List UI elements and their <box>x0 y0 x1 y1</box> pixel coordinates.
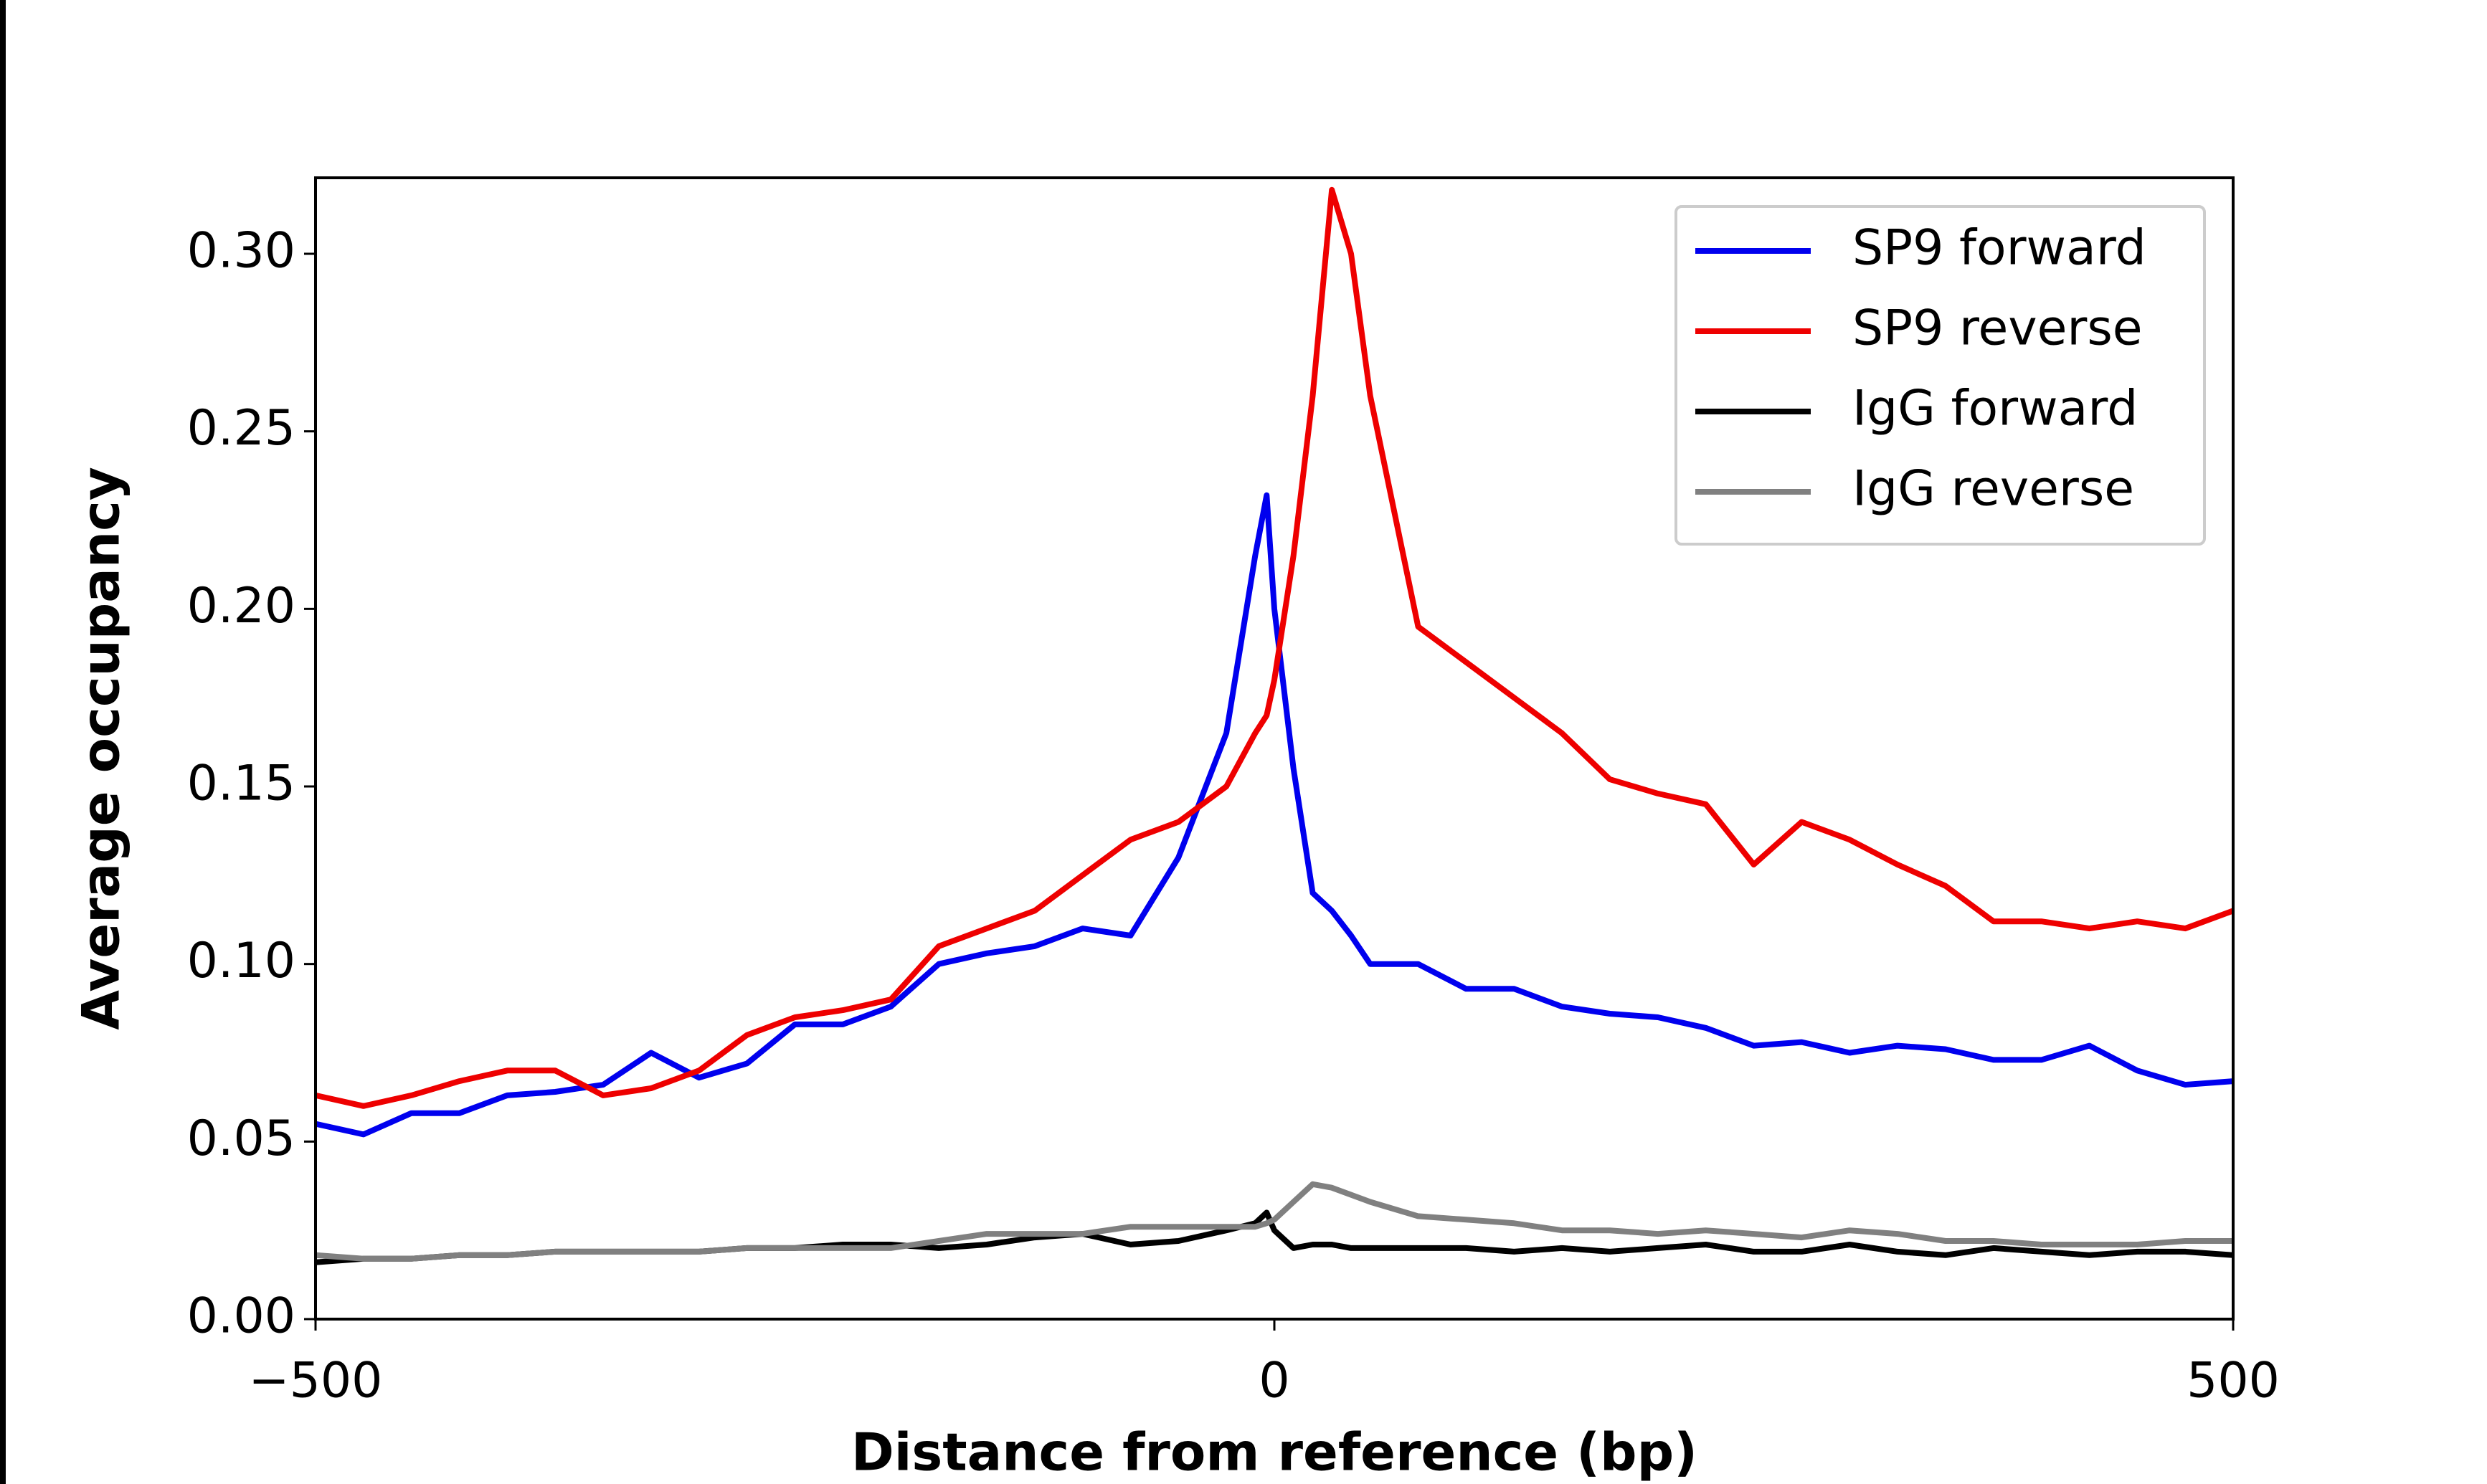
legend-label: IgG forward <box>1852 381 2138 437</box>
x-axis-label: Distance from reference (bp) <box>851 1422 1697 1483</box>
y-tick-label: 0.15 <box>187 756 295 812</box>
x-tick-label: 0 <box>1259 1353 1289 1409</box>
series-line <box>315 186 2235 1109</box>
edge <box>0 0 6 1484</box>
y-tick-label: 0.10 <box>187 933 295 989</box>
y-tick-label: 0.05 <box>187 1110 295 1167</box>
y-tick-label: 0.25 <box>187 400 295 457</box>
y-tick-label: 0.20 <box>187 578 295 634</box>
y-axis-label: Average occupancy <box>71 467 131 1030</box>
y-tick-label: 0.00 <box>187 1288 295 1345</box>
y-tick-label: 0.30 <box>187 223 295 280</box>
series-line <box>315 1181 2233 1262</box>
legend-label: IgG reverse <box>1852 461 2134 518</box>
legend-box <box>1674 205 2206 546</box>
plot-frame <box>314 176 2235 1321</box>
legend-label: SP9 forward <box>1852 220 2146 277</box>
x-tick-label: 500 <box>2187 1353 2280 1409</box>
x-tick-label: −500 <box>249 1353 383 1409</box>
legend-label: SP9 reverse <box>1852 300 2143 357</box>
series-line <box>315 492 2234 1138</box>
